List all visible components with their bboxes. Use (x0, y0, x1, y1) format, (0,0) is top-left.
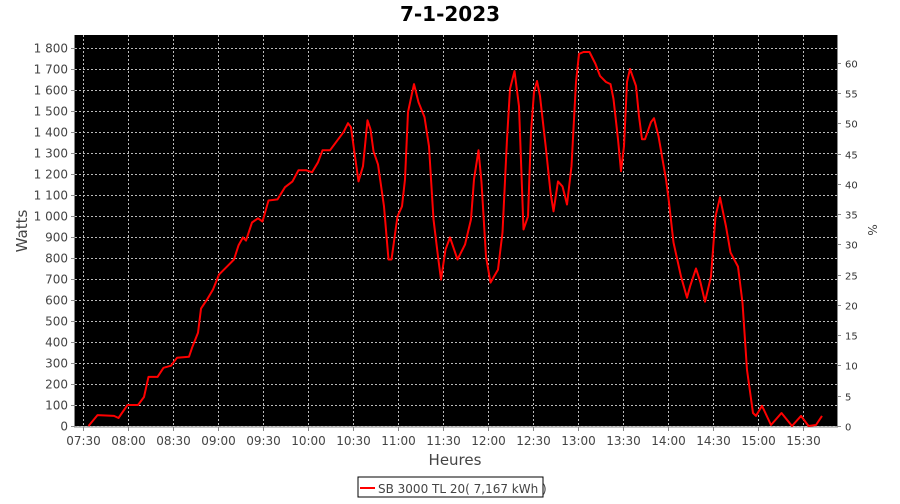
x-tick-label: 13:30 (606, 434, 641, 448)
legend-label: SB 3000 TL 20( 7,167 kWh ) (378, 482, 547, 496)
x-tick-label: 14:30 (696, 434, 731, 448)
x-tick-label: 10:30 (336, 434, 371, 448)
y-tick-label: 0 (60, 420, 68, 434)
y2-tick-label: 15 (845, 332, 858, 343)
y-tick-label: 1 500 (34, 105, 68, 119)
y2-axis-label: % (865, 224, 879, 235)
y-tick-label: 400 (45, 336, 68, 350)
x-tick-label: 10:00 (291, 434, 326, 448)
y2-tick-label: 20 (845, 302, 858, 313)
y2-tick-label: 40 (845, 181, 858, 192)
y2-tick-label: 35 (845, 211, 858, 222)
x-tick-label: 15:00 (741, 434, 776, 448)
x-tick-label: 09:00 (201, 434, 236, 448)
y-tick-label: 900 (45, 231, 68, 245)
x-tick-label: 08:00 (111, 434, 146, 448)
y2-tick-label: 45 (845, 151, 858, 162)
y-tick-label: 700 (45, 273, 68, 287)
y-tick-label: 1 800 (34, 42, 68, 56)
y-tick-label: 1 600 (34, 84, 68, 98)
x-tick-label: 15:30 (786, 434, 821, 448)
x-tick-label: 07:30 (66, 434, 101, 448)
x-tick-label: 09:30 (246, 434, 281, 448)
y2-tick-label: 10 (845, 362, 858, 373)
legend: SB 3000 TL 20( 7,167 kWh ) (358, 477, 547, 497)
y2-tick-label: 30 (845, 241, 858, 252)
x-tick-label: 14:00 (651, 434, 686, 448)
y-tick-label: 800 (45, 252, 68, 266)
x-axis-label: Heures (429, 451, 482, 469)
x-tick-label: 08:30 (156, 434, 191, 448)
x-tick-label: 12:00 (471, 434, 506, 448)
y-tick-label: 1 100 (34, 189, 68, 203)
y-tick-label: 300 (45, 357, 68, 371)
y2-tick-label: 5 (845, 393, 851, 404)
y-tick-label: 1 700 (34, 63, 68, 77)
y-tick-label: 500 (45, 315, 68, 329)
y2-tick-label: 55 (845, 90, 858, 101)
y-tick-label: 200 (45, 378, 68, 392)
y-tick-label: 1 000 (34, 210, 68, 224)
y2-tick-label: 25 (845, 272, 858, 283)
y-axis-label: Watts (13, 210, 31, 253)
y2-tick-label: 0 (845, 423, 851, 434)
y-tick-label: 100 (45, 399, 68, 413)
x-tick-label: 11:00 (381, 434, 416, 448)
y-tick-label: 1 200 (34, 168, 68, 182)
y-tick-label: 600 (45, 294, 68, 308)
y2-tick-label: 60 (845, 60, 858, 71)
x-tick-label: 13:00 (561, 434, 596, 448)
y2-tick-label: 50 (845, 120, 858, 131)
y-tick-label: 1 300 (34, 147, 68, 161)
y-tick-label: 1 400 (34, 126, 68, 140)
chart-title: 7-1-2023 (400, 2, 500, 26)
plot-area (75, 35, 837, 426)
x-tick-label: 12:30 (516, 434, 551, 448)
x-tick-label: 11:30 (426, 434, 461, 448)
